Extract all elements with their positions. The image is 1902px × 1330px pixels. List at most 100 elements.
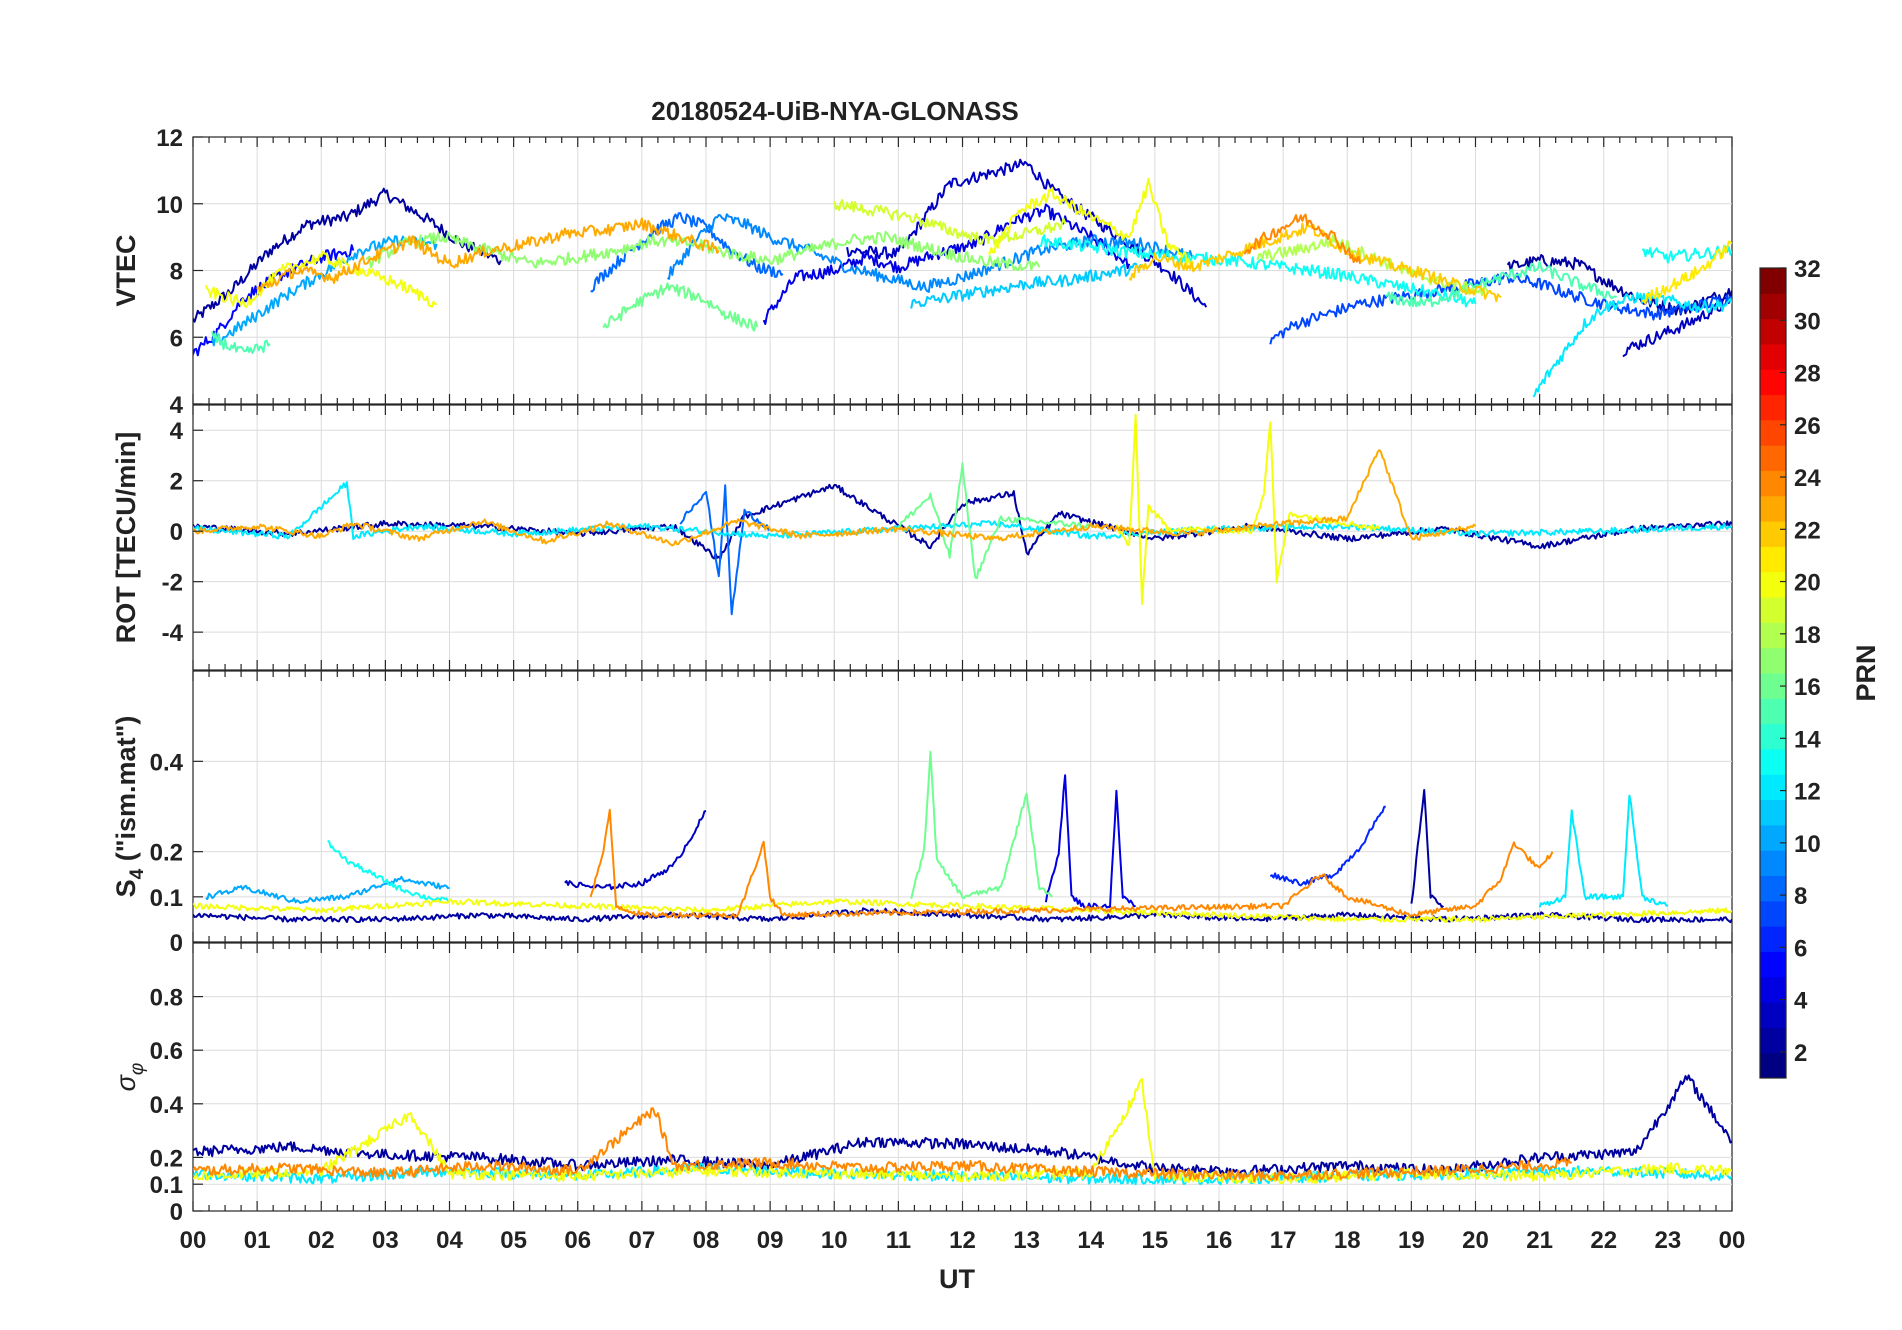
panel-sigma: 00.10.2 0.4 0.6 0.8 σφ [111,942,1733,1226]
trace-prn-16 [602,282,759,332]
x-tick-label: 15 [1142,1227,1169,1254]
y-tick-label: 0.1 [150,1172,183,1199]
x-tick-label: 07 [629,1227,656,1254]
y-tick-label: 12 [156,125,183,152]
trace-prn-12 [193,481,1732,541]
y-tick-label: 0 [170,519,183,546]
colorbar-label: PRN [1851,644,1881,701]
colorbar-segment [1760,951,1786,978]
colorbar-segment [1760,318,1786,345]
y-axis-label: ROT [TECU/min] [111,432,141,643]
panel-vtec: 4 6 8 10 12 VTEC [111,125,1733,419]
y-tick-label: 6 [170,325,183,352]
colorbar-frame [1759,267,1787,1079]
panel-grid [193,671,1732,942]
colorbar-segment [1760,926,1786,952]
colorbar-segment [1760,900,1786,927]
trace-prn-2 [193,483,1732,560]
x-tick-label: 23 [1655,1227,1682,1254]
colorbar-segment [1760,597,1786,623]
colorbar-tick-label: 32 [1794,256,1821,283]
colorbar-segment [1760,799,1786,826]
trace-prn-24 [1243,213,1362,265]
x-tick-label: 17 [1270,1227,1297,1254]
x-tick-label: 09 [757,1227,784,1254]
trace-prn-3 [564,810,707,891]
y-axis-label: VTEC [111,234,141,306]
panel-traces [193,1074,1732,1186]
panel-rot: -4 -2 0 2 4 ROT [TECU/min] [111,404,1733,671]
y-tick-label: -2 [162,570,183,597]
y-axis-label-main: S [111,879,141,897]
colorbar-segment [1760,343,1786,370]
colorbar-tick-label: 22 [1794,517,1821,544]
x-tick-label: 08 [693,1227,720,1254]
x-tick-label: 10 [821,1227,848,1254]
x-tick-label: 12 [949,1227,976,1254]
x-tick-label: 03 [372,1227,399,1254]
colorbar-tick-label: 6 [1794,935,1807,962]
trace-prn-16 [897,462,1092,580]
trace-prn-24 [193,1107,1572,1183]
x-tick-label: 13 [1013,1227,1040,1254]
trace-prn-2 [1410,789,1445,909]
trace-prn-21 [1641,240,1732,305]
colorbar-segment [1760,495,1786,522]
x-tick-label: 01 [244,1227,271,1254]
y-tick-label: 0.6 [150,1038,183,1065]
trace-prn-12 [1538,794,1669,908]
x-tick-label: 06 [564,1227,591,1254]
x-tick-label: 00 [1719,1227,1746,1254]
x-tick-label: 22 [1590,1227,1617,1254]
trace-prn-2 [193,187,502,323]
x-tick-label: 14 [1077,1227,1104,1254]
x-tick-label: 21 [1526,1227,1553,1254]
colorbar-segment [1760,698,1786,725]
trace-prn-11 [910,262,1143,309]
x-tick-label: 05 [500,1227,527,1254]
trace-prn-4 [1044,774,1136,910]
colorbar-segment [1760,369,1786,396]
trace-prn-23 [193,449,1477,547]
y-tick-label: 4 [170,418,184,445]
panel-ticks [192,137,1733,404]
panel-ticks [192,943,1733,1211]
trace-prn-20 [204,250,437,309]
trace-prn-13 [326,839,450,903]
colorbar-segment [1760,850,1786,876]
x-axis-label: UT [939,1264,975,1294]
colorbar-tick-label: 20 [1794,570,1821,597]
colorbar-segment [1760,748,1786,775]
trace-prn-20 [1115,413,1381,605]
y-tick-label: 0.1 [150,885,183,912]
y-tick-label: 2 [170,469,183,496]
x-tick-label: 18 [1334,1227,1361,1254]
y-tick-label: 0.4 [150,749,184,776]
colorbar-segment [1760,1027,1786,1054]
y-tick-label: 0 [170,1199,183,1226]
trace-prn-23 [256,217,720,292]
y-tick-label: 10 [156,192,183,219]
trace-prn-13 [1642,244,1732,264]
trace-prn-8 [590,212,784,293]
colorbar-segment [1760,1002,1786,1028]
colorbar-segment [1760,571,1786,598]
trace-prn-20 [193,1078,1732,1185]
y-tick-label: -4 [162,620,184,647]
y-axis-label-sub: 4 [127,868,148,879]
trace-prn-19 [833,199,1067,246]
panel-ticks [192,671,1733,942]
x-tick-label: 04 [436,1227,463,1254]
colorbar-segment [1760,419,1786,446]
trace-prn-10 [205,875,450,904]
colorbar-tick-label: 28 [1794,361,1821,388]
colorbar-tick-label: 18 [1794,622,1821,649]
y-tick-label: 8 [170,259,183,286]
y-tick-label: 0 [170,930,183,957]
colorbar-tick-label: 8 [1794,883,1807,910]
colorbar-tick-label: 26 [1794,413,1821,440]
x-tick-label: 16 [1206,1227,1233,1254]
x-tick-labels: 00 01 02 03 04 05 06 07 08 09 10 11 12 13 14 15 16 17 18 19… [180,1227,1746,1254]
trace-prn-13 [1039,234,1477,308]
